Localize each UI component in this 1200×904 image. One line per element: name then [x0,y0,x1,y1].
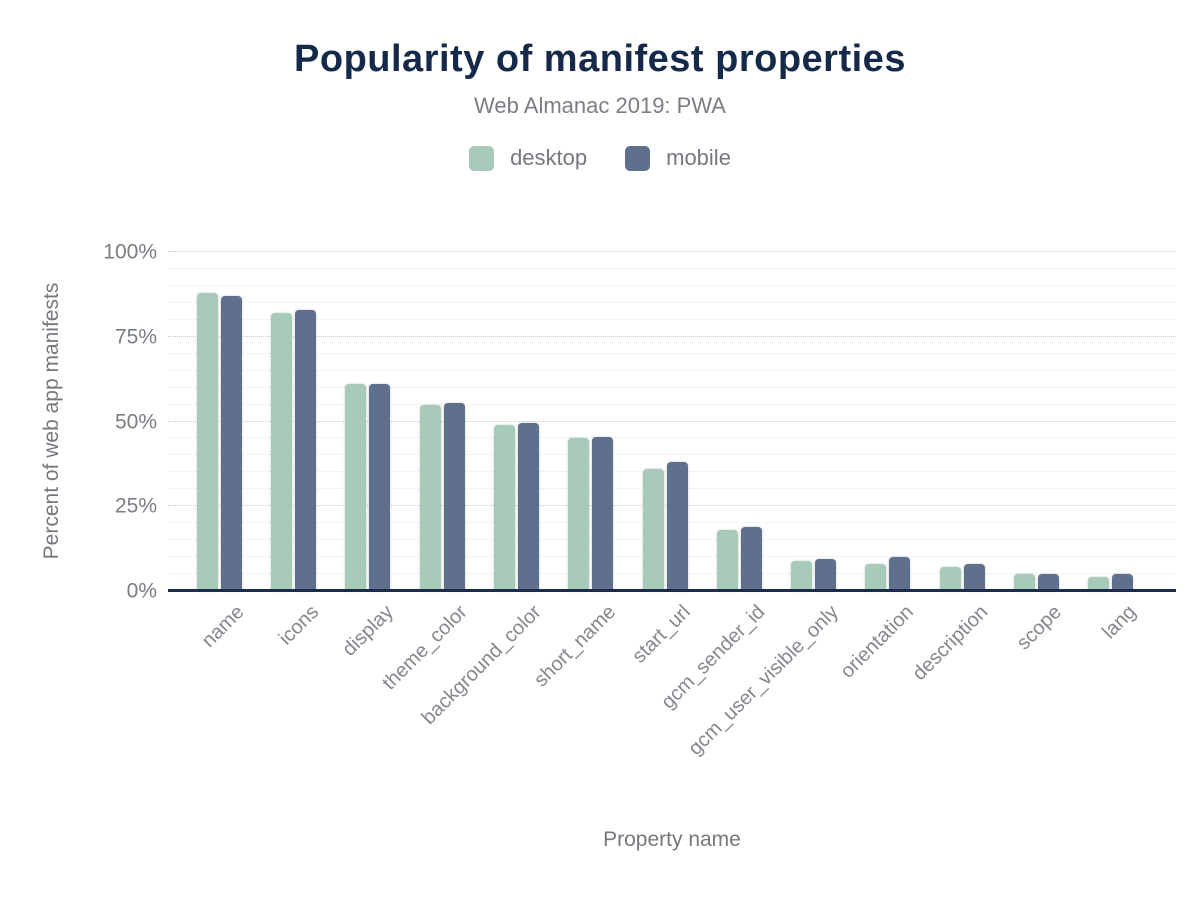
legend-label-desktop: desktop [510,145,588,170]
bar-desktop-description [939,567,961,591]
bar-desktop-gcm_sender_id [716,529,738,591]
y-tick-label: 50% [114,410,157,433]
x-tick-label-scope: scope [1012,601,1067,655]
major-gridline [168,335,1176,337]
bar-group-display: display [331,252,405,661]
major-gridline [168,420,1176,422]
x-tick-label-gcm_user_visible_only: gcm_user_visible_only [684,601,844,760]
chart-subtitle: Web Almanac 2019: PWA [474,93,726,118]
bar-desktop-name [196,292,218,591]
minor-gridline [168,318,1176,320]
x-tick-label-orientation: orientation [835,601,918,683]
minor-gridline [168,386,1176,388]
minor-gridline [168,267,1176,269]
bar-mobile-scope [1038,574,1060,591]
minor-gridline [168,437,1176,439]
y-tick-label: 25% [114,494,157,518]
y-tick-label: 100% [103,240,157,264]
bar-groups: name icons display theme_color background_co… [182,252,1148,760]
bar-mobile-icons [294,309,316,591]
x-tick-label-lang: lang [1098,601,1141,644]
x-axis-baseline [168,589,1176,592]
bar-desktop-gcm_user_visible_only [791,560,813,591]
bar-mobile-background_color [517,423,539,591]
bar-desktop-theme_color [419,404,441,591]
bar-group-scope: scope [999,252,1073,654]
legend: desktop mobile [0,145,1200,171]
bar-mobile-short_name [592,436,614,591]
bar-group-start_url: start_url [628,252,702,668]
x-tick-label-name: name [197,601,249,652]
bar-mobile-display [369,384,391,591]
x-tick-label-start_url: start_url [627,601,695,668]
minor-gridline [168,454,1176,456]
legend-label-mobile: mobile [666,145,731,170]
bar-mobile-theme_color [443,402,465,591]
plot-area: name icons display theme_color background_co… [168,251,1176,760]
bar-group-short_name: short_name [530,252,628,691]
mobile-swatch-icon [625,145,651,171]
y-tick-label: 75% [114,325,157,349]
bar-desktop-lang [1088,577,1110,591]
bar-desktop-start_url [642,468,664,591]
major-gridline [168,251,1176,252]
bar-mobile-gcm_sender_id [740,526,762,591]
bar-mobile-description [963,563,985,591]
legend-item-desktop: desktop [469,145,587,171]
bar-group-gcm_user_visible_only: gcm_user_visible_only [685,252,851,760]
chart-title: Popularity of manifest properties [294,38,906,80]
bar-desktop-background_color [493,424,515,591]
bar-group-theme_color: theme_color [378,252,479,694]
bar-desktop-orientation [865,563,887,591]
x-tick-label-display: display [337,601,398,661]
bar-group-gcm_sender_id: gcm_sender_id [657,252,776,713]
x-tick-label-icons: icons [274,601,324,650]
y-tick-label: 0% [126,579,157,603]
bar-group-icons: icons [256,252,330,650]
bar-desktop-scope [1014,574,1036,591]
bar-mobile-orientation [889,557,911,591]
minor-gridline [168,301,1176,303]
minor-gridline [168,352,1176,354]
bar-group-lang: lang [1074,252,1148,643]
bar-group-name: name [182,252,256,652]
bar-mobile-name [220,296,242,591]
bar-group-description: description [908,252,999,685]
bar-mobile-lang [1112,574,1134,591]
y-axis-tick-labels: 0% 25% 50% 75% 100% [0,242,157,602]
bar-desktop-icons [270,313,292,591]
bar-desktop-short_name [568,438,590,591]
minor-gridline [168,369,1176,371]
legend-item-mobile: mobile [625,145,731,171]
bar-mobile-gcm_user_visible_only [815,558,837,591]
bar-group-background_color: background_color [418,252,553,729]
bar-desktop-display [345,384,367,591]
x-tick-label-description: description [907,601,992,685]
minor-gridline [168,403,1176,405]
bar-group-orientation: orientation [836,252,925,683]
x-axis-title: Property name [603,828,741,851]
minor-gridline [168,284,1176,286]
bar-mobile-start_url [666,462,688,591]
desktop-swatch-icon [469,145,495,171]
